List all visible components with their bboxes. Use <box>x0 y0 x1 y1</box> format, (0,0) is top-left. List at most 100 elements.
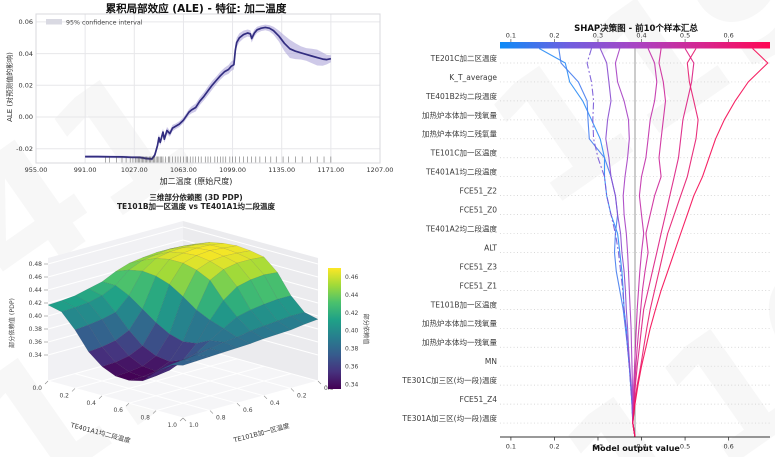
x-tick-label: 991.00 <box>74 166 97 174</box>
z-tick-label: 0.40 <box>29 313 43 320</box>
shap-feature-label: 加热炉本体加一残氧量 <box>422 110 497 120</box>
floor-gridline <box>47 380 184 419</box>
x-tick-label: 1171.00 <box>317 166 344 174</box>
y-tick <box>182 417 187 422</box>
shap-feature-label: 加热炉本体均一残氧量 <box>422 337 497 347</box>
y-tick-label: 0.6 <box>243 407 253 414</box>
colorbar-tick-label: 0.46 <box>345 274 359 281</box>
x-tick <box>152 410 157 414</box>
z-tick-label: 0.34 <box>29 352 43 359</box>
top-tick-label: 0.1 <box>506 32 516 40</box>
shap-sample-line <box>614 48 636 438</box>
colorbar-tick-label: 0.44 <box>345 292 359 299</box>
shap-feature-label: TE101B加一区温度 <box>430 299 498 309</box>
bottom-tick-label: 0.1 <box>506 443 516 451</box>
z-tick-label: 0.48 <box>29 261 43 268</box>
pdp3d-title: 三维部分依赖图 (3D PDP) <box>149 193 243 202</box>
top-tick-label: 0.5 <box>680 32 690 40</box>
shap-feature-label: FCE51_Z4 <box>460 395 498 404</box>
y-tick <box>263 395 268 400</box>
bottom-tick-label: 0.6 <box>723 443 733 451</box>
shap-feature-label: FCE51_Z3 <box>460 262 498 271</box>
shap-sample-line <box>632 48 769 438</box>
y-tick-label: 1.0 <box>189 422 199 429</box>
y-tick-label: 0.8 <box>216 415 226 422</box>
x-tick-label: 955.00 <box>25 166 48 174</box>
x-tick-label: 1135.00 <box>268 166 295 174</box>
x-tick <box>125 402 130 407</box>
shap-sample-line <box>632 48 695 438</box>
ale-plot-area: 955.00 991.00 1027.00 1063.00 1099.00 1135.00… <box>16 13 394 174</box>
floor-gridline <box>155 373 292 412</box>
y-tick-label: 0.4 <box>270 400 280 407</box>
x-tick <box>71 388 76 392</box>
x-tick-label: 0.6 <box>113 407 123 414</box>
shap-feature-label: TE301A加三区(均一段)温度 <box>401 413 497 423</box>
y-tick-label: 0.00 <box>19 113 33 121</box>
top-tick-label: 0.3 <box>593 32 603 40</box>
top-tick-label: 0.6 <box>723 32 733 40</box>
colorbar-tick-label: 0.36 <box>345 364 359 371</box>
x-tick <box>98 395 103 400</box>
shap-feature-label: FCE51_Z0 <box>460 206 498 215</box>
y-tick <box>290 388 295 392</box>
ale-title: 累积局部效应 (ALE) - 特征: 加二温度 <box>105 3 287 15</box>
bottom-tick-label: 0.4 <box>636 443 646 451</box>
plot-border <box>35 13 381 164</box>
y-tick-label: 0.06 <box>19 18 33 26</box>
colorbar-tick-label: 0.38 <box>345 346 359 353</box>
top-tick-label: 0.2 <box>549 32 559 40</box>
pdp3d-subtitle: TE101B加一区温度 vs TE401A1均二段温度 <box>116 202 276 211</box>
x-axis-label: TE401A1均二段温度 <box>69 420 132 445</box>
y-tick <box>236 402 241 407</box>
bottom-tick-label: 0.5 <box>680 443 690 451</box>
shap-feature-label: K_T_average <box>449 73 497 82</box>
shap-plot-area: TE201C加二区温度 K_T_average TE401B2均二段温度加热炉本体加… <box>401 32 770 451</box>
legend-label: 95% confidence interval <box>66 19 143 26</box>
wall-gridline <box>47 226 184 265</box>
x-tick-label: 1207.00 <box>367 166 394 174</box>
confidence-band <box>85 24 331 161</box>
wall-gridline <box>182 226 319 265</box>
shap-feature-label: TE401B2均二段温度 <box>425 91 498 101</box>
shap-section: SHAP决策图 - 前10个样本汇总 TE201C加二区温度 K_T_averag… <box>385 0 775 457</box>
floor-gridline <box>74 373 211 412</box>
shap-plot-canvas: TE201C加二区温度 K_T_average TE401B2均二段温度加热炉本体加… <box>401 32 770 451</box>
shap-feature-label: TE401A1均二段温度 <box>425 167 498 177</box>
shap-sample-line <box>632 48 699 438</box>
shap-sample-line <box>586 48 636 438</box>
x-tick-label: 1063.00 <box>170 166 197 174</box>
shap-feature-label: ALT <box>484 243 497 252</box>
ale-xlabel: 加二温度 (原始尺度) <box>159 177 233 186</box>
shap-feature-label: FCE51_Z2 <box>460 187 498 196</box>
z-axis-label: 部分依赖值 (PDP) <box>8 298 16 348</box>
shap-sample-line <box>558 48 636 438</box>
shap-feature-label: 加热炉本体加二残氧量 <box>422 318 497 328</box>
y-tick-label: 0.04 <box>19 50 33 58</box>
pdp3d-plot-area: 0.34 0.36 0.38 0.40 0.42 0.44 0.46 0.48 部分依赖值 (P… <box>8 221 370 445</box>
pdp3d-plot-canvas: 0.34 0.36 0.38 0.40 0.42 0.44 0.46 0.48 部分依赖值 (P… <box>8 221 370 445</box>
shap-sample-line <box>632 48 667 438</box>
shap-feature-label: TE401A2均二段温度 <box>425 223 498 233</box>
x-tick-label: 1099.00 <box>219 166 246 174</box>
floor-gridline <box>182 380 319 419</box>
colorbar-tick-label: 0.42 <box>345 310 359 317</box>
y-axis-label: TE101B加一区温度 <box>231 421 290 445</box>
shap-feature-label: TE301C加三区(均一段)温度 <box>401 375 497 385</box>
z-tick-label: 0.36 <box>29 339 43 346</box>
z-tick-label: 0.44 <box>29 287 43 294</box>
x-tick-label: 0.4 <box>86 400 96 407</box>
y-tick-label: 0.2 <box>297 392 307 399</box>
y-tick <box>209 410 214 414</box>
x-tick-label: 0.2 <box>59 392 69 399</box>
z-tick-label: 0.42 <box>29 300 43 307</box>
shap-sample-line <box>632 48 658 438</box>
shap-feature-label: TE201C加二区温度 <box>430 53 498 63</box>
bottom-tick-label: 0.2 <box>549 443 559 451</box>
colorbar-tick-label: 0.34 <box>345 382 359 389</box>
floor-gridline <box>101 358 238 397</box>
y-tick-label: -0.02 <box>16 145 33 153</box>
x-tick-label: 0.8 <box>140 415 150 422</box>
x-tick-label: 1.0 <box>167 422 177 429</box>
